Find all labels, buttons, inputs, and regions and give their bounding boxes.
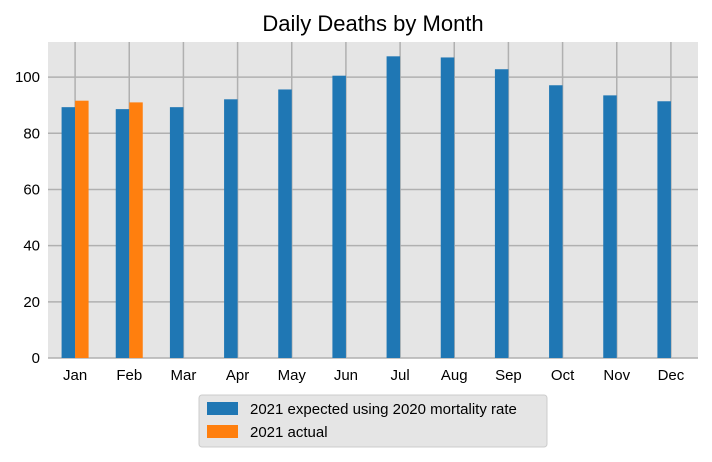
legend-swatch xyxy=(207,402,238,415)
legend-label: 2021 actual xyxy=(250,424,328,441)
x-tick-label: Feb xyxy=(116,367,142,384)
legend: 2021 expected using 2020 mortality rate 2… xyxy=(198,394,548,448)
bar-actual xyxy=(75,100,89,358)
legend-box xyxy=(198,394,548,448)
bar-expected xyxy=(549,85,563,358)
bar-expected xyxy=(657,101,671,359)
bar-expected xyxy=(61,107,76,358)
x-tick-label: Apr xyxy=(226,367,249,384)
y-tick-labels: 0 20 40 60 80 100 xyxy=(15,69,40,367)
chart-title: Daily Deaths by Month xyxy=(262,11,483,36)
bar-expected xyxy=(386,56,401,359)
y-tick-label: 40 xyxy=(23,238,40,255)
bar-expected xyxy=(224,99,238,358)
bar-expected xyxy=(278,89,292,359)
y-tick-label: 80 xyxy=(23,125,40,142)
bar-expected xyxy=(115,109,130,358)
x-tick-label: Jun xyxy=(334,367,358,384)
bar-expected xyxy=(494,69,509,359)
bar-expected xyxy=(603,95,617,358)
bars xyxy=(61,56,671,359)
y-tick-label: 20 xyxy=(23,294,40,311)
y-tick-label: 0 xyxy=(32,350,40,367)
x-tick-label: Sep xyxy=(495,367,522,384)
bar-expected xyxy=(332,75,346,358)
bar-actual xyxy=(129,102,143,358)
x-tick-label: Dec xyxy=(658,367,685,384)
x-tick-label: May xyxy=(278,367,307,384)
plot-area xyxy=(48,42,698,358)
x-tick-label: Aug xyxy=(441,367,468,384)
legend-label: 2021 expected using 2020 mortality rate xyxy=(250,401,517,418)
x-tick-label: Nov xyxy=(603,367,630,384)
x-tick-label: Jul xyxy=(390,367,409,384)
bar-expected xyxy=(440,57,455,359)
x-tick-label: Jan xyxy=(63,367,87,384)
bar-expected xyxy=(169,107,184,358)
y-tick-label: 60 xyxy=(23,181,40,198)
legend-swatch xyxy=(207,425,238,438)
y-tick-label: 100 xyxy=(15,69,40,86)
x-tick-labels: Jan Feb Mar Apr May Jun Jul Aug Sep Oct Nov Dec xyxy=(63,367,685,384)
x-tick-label: Oct xyxy=(551,367,575,384)
x-tick-label: Mar xyxy=(170,367,196,384)
